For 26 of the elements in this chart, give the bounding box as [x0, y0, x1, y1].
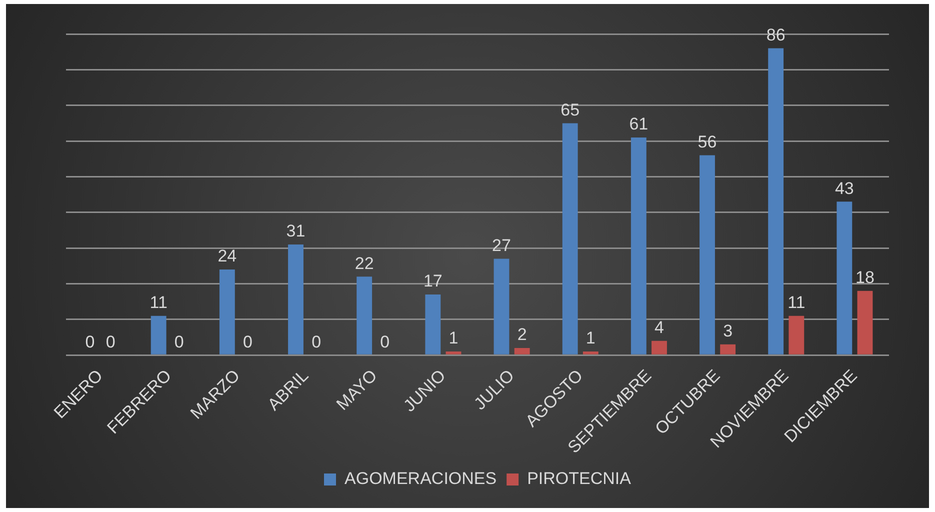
data-label: 0 — [312, 332, 322, 352]
data-label: 86 — [766, 25, 786, 44]
data-label: 11 — [788, 293, 806, 312]
data-label: 22 — [354, 254, 374, 273]
data-label: 24 — [218, 246, 237, 266]
data-label: 2 — [517, 325, 527, 344]
data-label: 11 — [150, 293, 168, 312]
data-label: 0 — [106, 332, 116, 352]
data-label: 1 — [448, 328, 458, 348]
legend-label: PIROTECNIA — [527, 469, 632, 488]
data-label: 56 — [698, 132, 717, 152]
data-label: 27 — [492, 236, 511, 255]
data-label: 43 — [834, 178, 854, 198]
data-label: 1 — [586, 328, 596, 348]
data-label: 4 — [654, 318, 664, 338]
data-label: 65 — [560, 100, 580, 120]
data-label: 18 — [856, 268, 874, 288]
data-label: 31 — [286, 222, 306, 241]
data-label: 3 — [723, 322, 733, 341]
data-label: 17 — [423, 272, 442, 291]
data-label: 0 — [85, 332, 95, 352]
data-label: 0 — [174, 332, 184, 352]
data-label: 0 — [380, 332, 390, 352]
legend-label: AGOMERACIONES — [344, 469, 497, 488]
data-label: 61 — [629, 114, 648, 134]
data-label: 0 — [243, 332, 252, 352]
